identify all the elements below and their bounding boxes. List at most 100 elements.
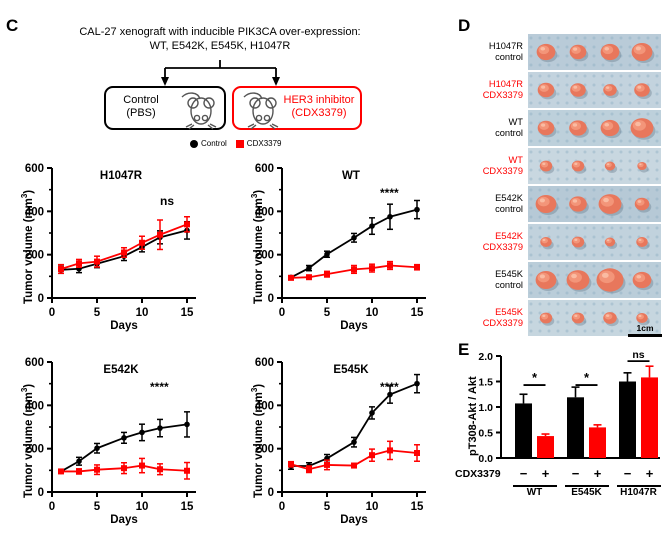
- control-group-line2: (PBS): [126, 107, 156, 119]
- x-axis-label: Days: [340, 514, 368, 526]
- tumor-row-treatment: control: [495, 128, 523, 138]
- panel-letter-d: D: [458, 16, 470, 35]
- tumor-row-genotype: E545K: [495, 269, 523, 279]
- panel-letter-e: E: [458, 340, 469, 359]
- tumor-row-label: E542K control: [455, 193, 523, 215]
- tumor-photo-strip: [528, 224, 661, 260]
- x-tick-label: 10: [366, 501, 379, 513]
- bar-treatment-sign: −: [519, 466, 528, 481]
- tumor-row-label: E545K control: [455, 269, 523, 291]
- y-tick-label: 400: [25, 400, 44, 412]
- chart-title: E545K: [333, 364, 369, 376]
- control-group-label: Control (PBS): [110, 94, 172, 120]
- x-tick-label: 10: [136, 501, 149, 513]
- chart-plot-area-e545k: 0 200 400 600 0 5 10 15: [255, 357, 426, 513]
- tumor-specimens: [529, 150, 659, 181]
- treatment-group-label: HER3 inhibitor (CDX3379): [280, 94, 358, 120]
- y-tick-label: 600: [255, 163, 274, 175]
- bar-y-tick-label: 1.5: [478, 377, 493, 389]
- significance-marker: ****: [380, 186, 399, 200]
- tumor-row-genotype: E542K: [495, 231, 523, 241]
- y-tick-label: 400: [255, 206, 274, 218]
- y-axis-label: Tumor volume (mm3): [250, 189, 265, 304]
- scale-bar-label: 1cm: [636, 323, 654, 333]
- x-tick-label: 5: [94, 501, 101, 513]
- x-tick-label: 5: [324, 307, 331, 319]
- treatment-group-line2: (CDX3379): [291, 107, 347, 119]
- significance-marker: ns: [160, 194, 175, 208]
- mouse-icon-treated: [243, 92, 279, 130]
- bar-y-tick-label: 1.0: [478, 402, 493, 414]
- tumor-photo-strip: [528, 300, 661, 336]
- schematic-title: CAL-27 xenograft with inducible PIK3CA o…: [60, 26, 380, 53]
- line-chart-wt: 0 200 400 600 0 5 10 15 Tumor volume (mm3) Days WT…: [238, 158, 434, 334]
- x-tick-label: 15: [181, 307, 194, 319]
- significance-marker: ****: [380, 380, 399, 394]
- bar-row-label-cdx3379: CDX3379: [455, 468, 501, 480]
- tumor-row-genotype: H1047R: [488, 41, 523, 51]
- y-tick-label: 0: [38, 487, 44, 499]
- bar-treatment-sign: +: [593, 466, 602, 481]
- y-tick-label: 0: [268, 293, 274, 305]
- scale-bar: 1cm: [628, 324, 662, 337]
- bar-group-underline: [616, 485, 661, 487]
- tumor-row-treatment: CDX3379: [482, 166, 523, 176]
- bar-y-axis-label: pT308-Akt / Akt: [467, 376, 479, 456]
- y-tick-label: 0: [38, 293, 44, 305]
- tumor-photo-strip: [528, 262, 661, 298]
- y-tick-label: 400: [255, 400, 274, 412]
- bar-y-tick-label: 2.0: [478, 351, 493, 363]
- tumor-row-label: WT control: [455, 117, 523, 139]
- y-axis-label: Tumor volume (mm3): [20, 189, 35, 304]
- bar-group-underline: [564, 485, 609, 487]
- line-chart-e545k: 0 200 400 600 0 5 10 15 Tumor volume (mm3) Days E5…: [238, 352, 434, 528]
- x-axis-label: Days: [340, 320, 368, 332]
- y-tick-label: 600: [25, 357, 44, 369]
- schematic-title-line2: WT, E542K, E545K, H1047R: [149, 39, 291, 52]
- circle-marker-icon: [190, 139, 198, 148]
- x-tick-label: 15: [411, 501, 424, 513]
- legend-label-control: Control: [201, 139, 227, 148]
- y-tick-label: 400: [25, 206, 44, 218]
- control-group-box: [104, 86, 226, 130]
- tumor-row-label: H1047R control: [455, 41, 523, 63]
- control-group-line1: Control: [123, 94, 159, 106]
- bar-y-tick-label: 0.5: [478, 428, 493, 440]
- bar-significance-marker: ns: [632, 349, 644, 361]
- tumor-row-treatment: CDX3379: [482, 90, 523, 100]
- bar-group-label: H1047R: [620, 487, 657, 498]
- x-tick-label: 0: [49, 501, 55, 513]
- y-tick-label: 200: [255, 444, 274, 456]
- bar-significance-marker: *: [532, 370, 538, 385]
- x-axis-label: Days: [110, 320, 138, 332]
- bar-significance-marker: *: [584, 370, 590, 385]
- chart-title: H1047R: [99, 170, 143, 182]
- tumor-row-genotype: WT: [508, 117, 523, 127]
- tumor-specimens: [529, 112, 659, 143]
- schematic-title-line1: CAL-27 xenograft with inducible PIK3CA o…: [79, 26, 361, 38]
- bar-y-tick-label: 0.0: [478, 453, 493, 465]
- x-tick-label: 0: [279, 307, 285, 319]
- chart-plot-area-wt: 0 200 400 600 0 5 10 15: [255, 163, 426, 319]
- line-chart-h1047r: 0 200 400 600 0 5 10 15 Tumor volume (mm3) Days H1…: [8, 158, 204, 334]
- tumor-photo-strip: [528, 34, 661, 70]
- tumor-specimens: [529, 188, 659, 219]
- chart-plot-area-h1047r: 0 200 400 600 0 5 10 15: [25, 163, 196, 319]
- bar-treatment-sign: +: [541, 466, 550, 481]
- tumor-photo-grid: H1047R control H1047R CDX3379 WT control WT CDX…: [455, 8, 670, 338]
- x-tick-label: 5: [94, 307, 101, 319]
- y-tick-label: 600: [25, 163, 44, 175]
- tumor-row-treatment: control: [495, 52, 523, 62]
- y-tick-label: 0: [268, 487, 274, 499]
- bar-treatment-sign: +: [645, 466, 654, 481]
- x-tick-label: 5: [324, 501, 331, 513]
- tumor-row-label: WT CDX3379: [455, 155, 523, 177]
- tumor-row-label: E545K CDX3379: [455, 307, 523, 329]
- x-tick-label: 10: [136, 307, 149, 319]
- tumor-row-treatment: CDX3379: [482, 318, 523, 328]
- bar-group-label: WT: [526, 487, 543, 498]
- bar-treatment-sign: −: [623, 466, 632, 481]
- tumor-photo-strip: [528, 72, 661, 108]
- x-tick-label: 0: [279, 501, 285, 513]
- y-tick-label: 200: [255, 250, 274, 262]
